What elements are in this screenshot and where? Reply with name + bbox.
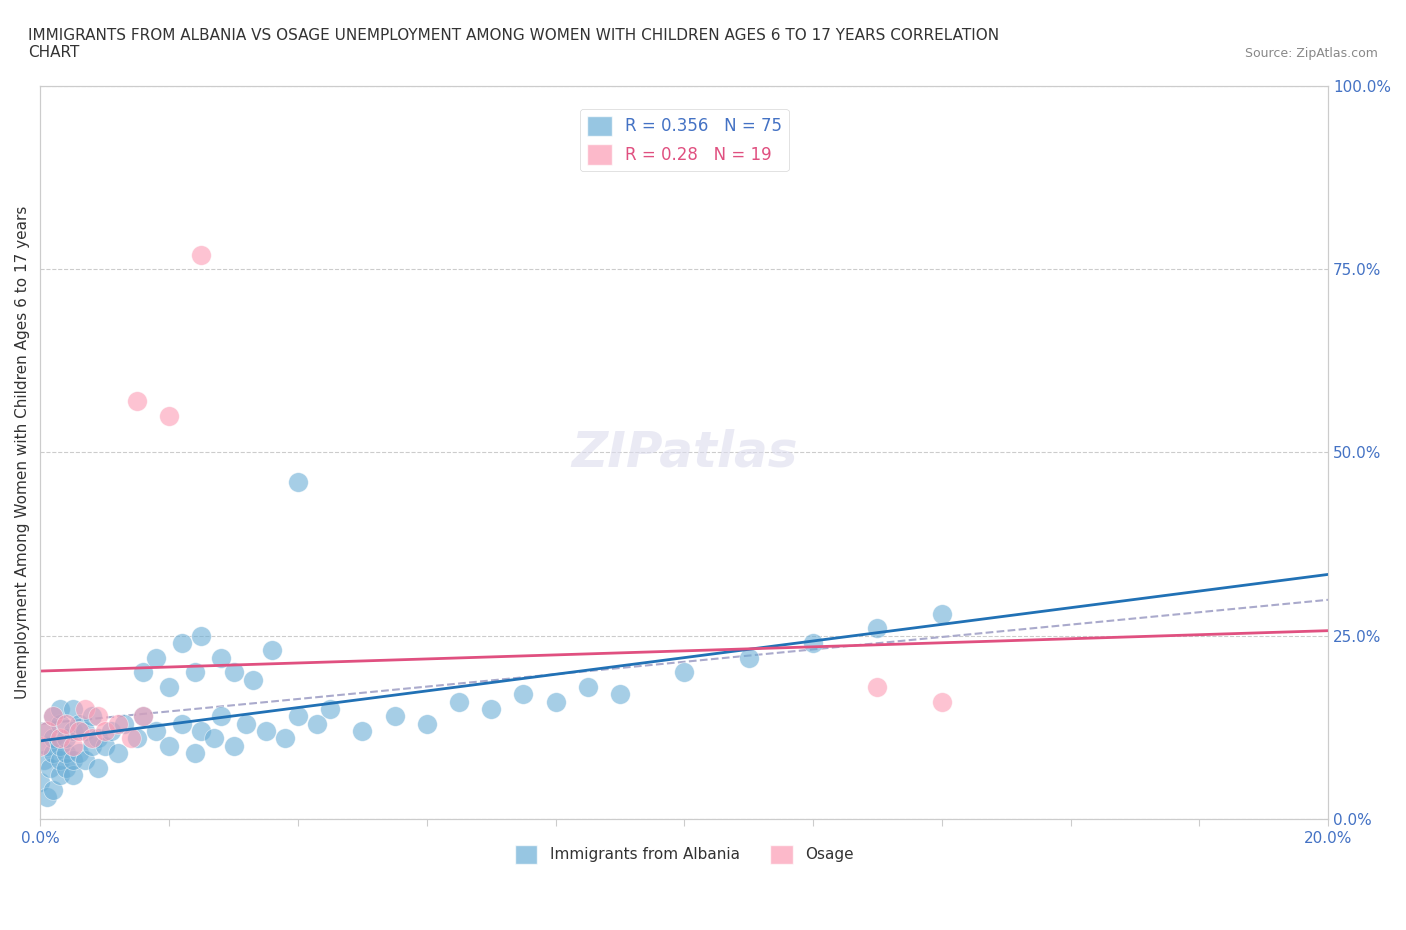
- Point: [42, 782, 65, 797]
- Point: [35, 790, 58, 804]
- Point: [87, 760, 110, 775]
- Point: [107, 746, 129, 761]
- Point: [287, 474, 309, 489]
- Point: [125, 731, 148, 746]
- Point: [62, 738, 84, 753]
- Point: [132, 665, 155, 680]
- Point: [67, 746, 90, 761]
- Point: [190, 724, 212, 738]
- Point: [157, 408, 180, 423]
- Point: [30, 775, 52, 790]
- Point: [209, 650, 232, 665]
- Point: [202, 731, 225, 746]
- Point: [35, 738, 58, 753]
- Point: [62, 767, 84, 782]
- Point: [931, 694, 953, 709]
- Point: [30, 738, 52, 753]
- Point: [112, 716, 135, 731]
- Point: [35, 724, 58, 738]
- Point: [87, 731, 110, 746]
- Point: [48, 767, 70, 782]
- Point: [673, 665, 696, 680]
- Point: [62, 724, 84, 738]
- Point: [222, 738, 245, 753]
- Point: [87, 709, 110, 724]
- Point: [235, 716, 257, 731]
- Point: [384, 709, 406, 724]
- Point: [931, 606, 953, 621]
- Text: ZIPatlas: ZIPatlas: [571, 429, 797, 476]
- Point: [262, 643, 284, 658]
- Point: [42, 709, 65, 724]
- Point: [120, 731, 142, 746]
- Point: [80, 709, 103, 724]
- Point: [157, 738, 180, 753]
- Point: [42, 709, 65, 724]
- Point: [48, 731, 70, 746]
- Point: [48, 701, 70, 716]
- Point: [39, 760, 62, 775]
- Point: [222, 665, 245, 680]
- Point: [94, 738, 117, 753]
- Point: [48, 738, 70, 753]
- Point: [32, 752, 55, 767]
- Point: [132, 709, 155, 724]
- Point: [307, 716, 329, 731]
- Text: IMMIGRANTS FROM ALBANIA VS OSAGE UNEMPLOYMENT AMONG WOMEN WITH CHILDREN AGES 6 T: IMMIGRANTS FROM ALBANIA VS OSAGE UNEMPLO…: [28, 28, 1000, 60]
- Point: [145, 724, 167, 738]
- Point: [75, 752, 97, 767]
- Point: [75, 724, 97, 738]
- Point: [801, 635, 824, 650]
- Point: [48, 716, 70, 731]
- Point: [75, 701, 97, 716]
- Point: [80, 738, 103, 753]
- Point: [170, 716, 193, 731]
- Text: Source: ZipAtlas.com: Source: ZipAtlas.com: [1244, 46, 1378, 60]
- Point: [107, 716, 129, 731]
- Point: [170, 635, 193, 650]
- Point: [242, 672, 264, 687]
- Point: [55, 760, 77, 775]
- Point: [145, 650, 167, 665]
- Point: [42, 731, 65, 746]
- Point: [190, 247, 212, 262]
- Point: [184, 665, 207, 680]
- Point: [132, 709, 155, 724]
- Point: [55, 716, 77, 731]
- Legend: Immigrants from Albania, Osage: Immigrants from Albania, Osage: [509, 839, 860, 870]
- Point: [190, 629, 212, 644]
- Point: [48, 752, 70, 767]
- Point: [62, 752, 84, 767]
- Point: [416, 716, 439, 731]
- Point: [319, 701, 342, 716]
- Point: [67, 716, 90, 731]
- Point: [866, 680, 889, 695]
- Point: [287, 709, 309, 724]
- Point: [100, 724, 122, 738]
- Point: [62, 701, 84, 716]
- Point: [80, 731, 103, 746]
- Point: [254, 724, 277, 738]
- Point: [576, 680, 599, 695]
- Point: [184, 746, 207, 761]
- Y-axis label: Unemployment Among Women with Children Ages 6 to 17 years: Unemployment Among Women with Children A…: [15, 206, 30, 699]
- Point: [94, 724, 117, 738]
- Point: [55, 746, 77, 761]
- Point: [67, 724, 90, 738]
- Point: [447, 694, 470, 709]
- Point: [544, 694, 567, 709]
- Point: [479, 701, 502, 716]
- Point: [352, 724, 374, 738]
- Point: [209, 709, 232, 724]
- Point: [42, 746, 65, 761]
- Point: [737, 650, 759, 665]
- Point: [125, 393, 148, 408]
- Point: [274, 731, 297, 746]
- Point: [157, 680, 180, 695]
- Point: [512, 687, 534, 702]
- Point: [35, 724, 58, 738]
- Point: [609, 687, 631, 702]
- Point: [866, 621, 889, 636]
- Point: [55, 731, 77, 746]
